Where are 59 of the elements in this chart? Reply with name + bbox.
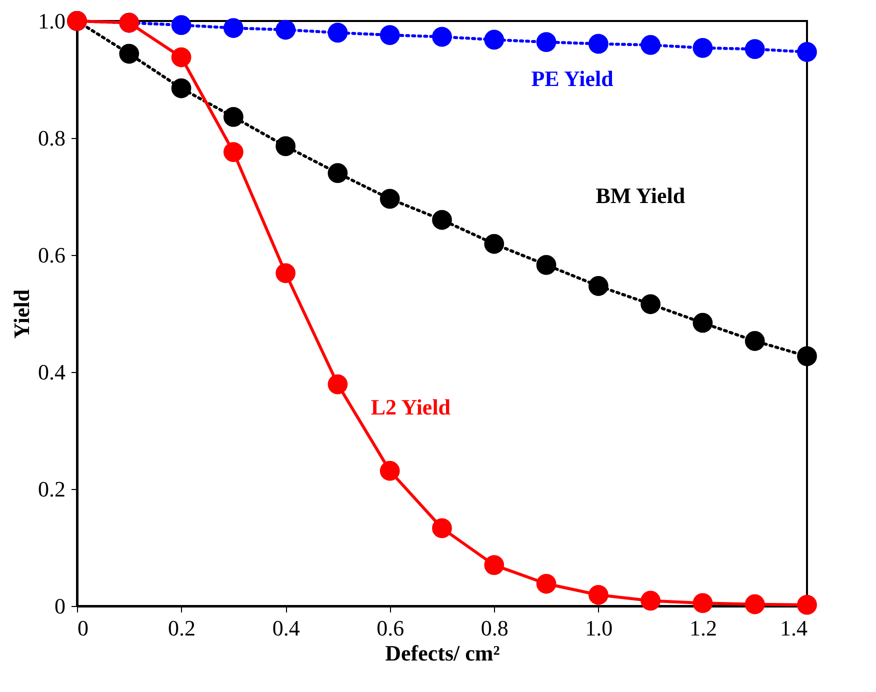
point <box>328 22 348 43</box>
point <box>380 25 400 45</box>
point <box>432 518 452 538</box>
point <box>744 331 765 351</box>
point <box>797 594 817 615</box>
point <box>536 32 556 52</box>
y-tick-label: 1.0 <box>38 8 66 34</box>
point <box>171 78 192 98</box>
point <box>536 255 556 275</box>
point <box>588 276 608 296</box>
y-tick-label: 0.8 <box>38 126 66 150</box>
x-axis-title: Defects/ cm² <box>385 640 500 666</box>
point <box>223 107 244 127</box>
y-axis-title: Yield <box>9 289 34 339</box>
point <box>744 39 765 60</box>
point <box>797 42 817 62</box>
x-tick-label: 1.0 <box>585 616 613 640</box>
point <box>276 20 296 40</box>
x-tick-label: 1.2 <box>689 616 717 640</box>
point <box>328 374 348 394</box>
y-tick-label: 0.6 <box>38 242 66 268</box>
series-label: PE Yield <box>531 66 614 92</box>
point <box>432 210 452 230</box>
point <box>692 38 713 58</box>
point <box>536 574 556 594</box>
point <box>692 312 713 333</box>
point <box>640 294 661 314</box>
point <box>223 18 244 38</box>
point <box>276 136 296 156</box>
point <box>797 346 817 366</box>
point <box>119 44 140 64</box>
point <box>328 163 348 184</box>
point <box>484 30 504 50</box>
point <box>692 593 713 613</box>
y-tick-label: 0.2 <box>38 476 66 502</box>
y-tick-label: 0 <box>54 594 66 618</box>
text: BM Yield <box>596 183 686 208</box>
x-tick-label: 0.8 <box>480 616 508 640</box>
point <box>640 35 661 55</box>
point <box>640 590 661 611</box>
point <box>171 47 192 68</box>
point <box>484 234 504 254</box>
x-tick-label: 0.2 <box>168 616 196 640</box>
point <box>484 555 504 575</box>
point <box>380 188 400 209</box>
point <box>588 34 608 54</box>
point <box>432 26 452 47</box>
point <box>223 142 244 162</box>
point <box>588 584 608 605</box>
point <box>744 594 765 614</box>
y-tick-label: 0.4 <box>38 360 66 384</box>
point <box>380 460 400 481</box>
x-tick-label: 1.4 <box>780 616 808 640</box>
point <box>171 15 192 36</box>
x-tick-label: 0 <box>78 616 88 640</box>
series-label: L2 Yield <box>370 394 451 420</box>
x-tick-label: 0.6 <box>376 616 404 640</box>
x-tick-label: 0.4 <box>272 616 300 640</box>
point <box>276 263 296 284</box>
